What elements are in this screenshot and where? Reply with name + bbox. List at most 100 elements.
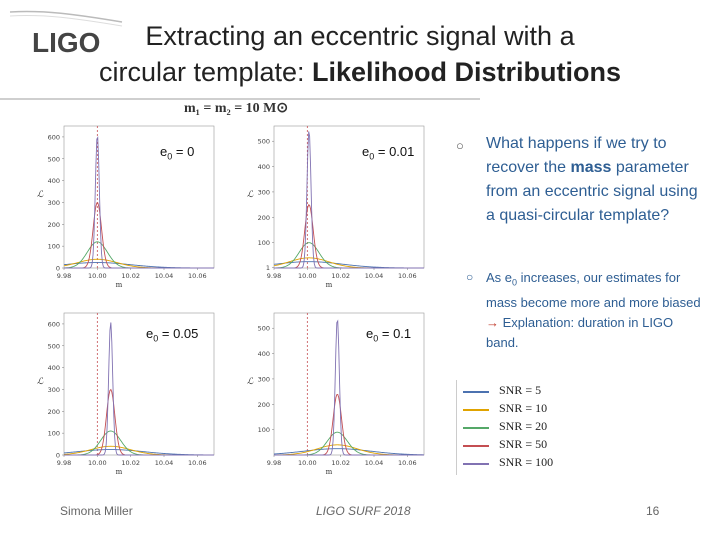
bullet-marker: ○ — [456, 138, 464, 153]
y-tick-label: 1 — [266, 264, 270, 272]
legend-swatch — [463, 463, 489, 465]
y-tick-label: 200 — [48, 408, 60, 416]
bullet-text-2: As e0 increases, our estimates for mass … — [486, 270, 701, 350]
y-tick-label: 500 — [258, 138, 270, 146]
ecc-label-2: e0 = 0.01 — [362, 144, 415, 162]
title-line-2: circular template: Likelihood Distributi… — [60, 54, 660, 90]
legend-label: SNR = 5 — [499, 383, 542, 397]
y-tick-label: 100 — [48, 243, 60, 251]
y-tick-label: 200 — [258, 214, 270, 222]
x-tick-label: 9.98 — [57, 272, 71, 280]
chart-panel-e0-01: 100 200 300 400 500 9.98 10.00 10.02 10.04 10.06 m… — [240, 305, 430, 475]
x-tick-label: 10.06 — [398, 459, 417, 467]
bullet-text-1: What happens if we try to recover the ma… — [486, 135, 698, 224]
y-tick-label: 200 — [48, 221, 60, 229]
ecc-label-3: e0 = 0.05 — [146, 326, 199, 344]
y-tick-label: 100 — [258, 239, 270, 247]
chart-e0-01: 100 200 300 400 500 9.98 10.00 10.02 10.04 10.06 m… — [247, 312, 425, 475]
y-tick-label: 0 — [56, 265, 60, 273]
bullet-marker: ○ — [466, 270, 474, 284]
y-axis-label: ℒ — [247, 190, 254, 200]
chart-panel-e0-0: 0 100 200 300 400 500 600 9.98 10.00 10.02 10.04 10… — [30, 118, 220, 288]
title-line-2-bold: Likelihood Distributions — [312, 57, 622, 87]
y-tick-label: 500 — [48, 342, 60, 350]
y-tick-label: 300 — [48, 199, 60, 207]
series-line-snr-100 — [274, 319, 424, 456]
footer-author: Simona Miller — [60, 504, 133, 518]
series-line-snr-100 — [64, 322, 214, 456]
x-tick-label: 10.06 — [188, 272, 207, 280]
legend-label: SNR = 50 — [499, 437, 548, 451]
x-tick-label: 10.02 — [331, 272, 350, 280]
y-tick-label: 300 — [48, 386, 60, 394]
legend-swatch — [463, 427, 489, 429]
x-tick-label: 10.00 — [88, 459, 107, 467]
chart-legend: SNR = 5 SNR = 10 SNR = 20 SNR = 50 SNR =… — [456, 380, 567, 475]
y-tick-label: 500 — [48, 155, 60, 163]
y-tick-label: 600 — [48, 320, 60, 328]
x-tick-label: 10.00 — [298, 459, 317, 467]
x-tick-label: 9.98 — [57, 459, 71, 467]
y-axis-label: ℒ — [37, 377, 44, 387]
plot-frame — [273, 312, 425, 456]
x-axis-label: m — [326, 281, 333, 288]
right-arrow-icon: → — [486, 314, 499, 330]
chart-panel-e0-005: 0 100 200 300 400 500 600 9.98 10.00 10.02 10.04 10… — [30, 305, 220, 475]
x-tick-label: 10.00 — [298, 272, 317, 280]
ligo-logo: LIGO — [4, 10, 124, 70]
x-tick-label: 10.04 — [365, 272, 384, 280]
mass-label: m₁ = m₂ = 10 M⊙ — [184, 101, 289, 116]
title-line-2-plain: circular template: — [98, 57, 313, 87]
legend-item: SNR = 50 — [463, 436, 573, 454]
legend-label: SNR = 100 — [499, 455, 554, 469]
y-tick-label: 200 — [258, 401, 270, 409]
x-axis-label: m — [116, 468, 123, 475]
y-tick-label: 400 — [48, 364, 60, 372]
y-tick-label: 400 — [48, 177, 60, 185]
x-tick-label: 10.04 — [155, 459, 174, 467]
legend-item: SNR = 5 — [463, 382, 573, 400]
x-tick-label: 10.04 — [365, 459, 384, 467]
x-tick-label: 10.02 — [331, 459, 350, 467]
series-line-snr-100 — [274, 131, 424, 269]
legend-item: SNR = 20 — [463, 418, 573, 436]
chart-e0-001: 1 100 200 300 400 500 9.98 10.00 10.02 10.04 10.06… — [247, 125, 425, 288]
y-tick-label: 400 — [258, 163, 270, 171]
legend-swatch — [463, 391, 489, 393]
slide-title: Extracting an eccentric signal with a ci… — [60, 18, 660, 90]
x-tick-label: 10.02 — [121, 459, 140, 467]
legend-swatch — [463, 445, 489, 447]
legend-item: SNR = 100 — [463, 454, 573, 472]
y-tick-label: 300 — [258, 188, 270, 196]
chart-panel-e0-001: 1 100 200 300 400 500 9.98 10.00 10.02 10.04 10.06… — [240, 118, 430, 288]
ecc-label-1: e0 = 0 — [160, 144, 195, 162]
y-tick-label: 0 — [56, 452, 60, 460]
series-line-snr-100 — [64, 136, 214, 269]
y-tick-label: 600 — [48, 133, 60, 141]
legend-label: SNR = 10 — [499, 401, 548, 415]
x-tick-label: 10.04 — [155, 272, 174, 280]
chart-e0-005: 0 100 200 300 400 500 600 9.98 10.00 10.02 10.04 10… — [37, 312, 215, 475]
x-tick-label: 9.98 — [267, 459, 281, 467]
y-tick-label: 100 — [48, 430, 60, 438]
y-tick-label: 400 — [258, 350, 270, 358]
legend-label: SNR = 20 — [499, 419, 548, 433]
y-axis-label: ℒ — [247, 377, 254, 387]
x-tick-label: 10.00 — [88, 272, 107, 280]
logo-text: LIGO — [32, 27, 100, 58]
series-line-snr-5 — [273, 448, 425, 456]
y-tick-label: 300 — [258, 375, 270, 383]
plot-frame — [273, 125, 425, 269]
y-tick-label: 100 — [258, 426, 270, 434]
chart-e0-0: 0 100 200 300 400 500 600 9.98 10.00 10.02 10.04 10… — [37, 125, 215, 288]
plot-frame — [63, 125, 215, 269]
y-axis-label: ℒ — [37, 190, 44, 200]
x-tick-label: 9.98 — [267, 272, 281, 280]
legend-swatch — [463, 409, 489, 411]
title-line-1: Extracting an eccentric signal with a — [145, 21, 575, 51]
x-tick-label: 10.06 — [398, 272, 417, 280]
x-tick-label: 10.06 — [188, 459, 207, 467]
page-number: 16 — [646, 504, 660, 518]
ecc-label-4: e0 = 0.1 — [366, 326, 412, 344]
title-divider — [0, 98, 480, 100]
